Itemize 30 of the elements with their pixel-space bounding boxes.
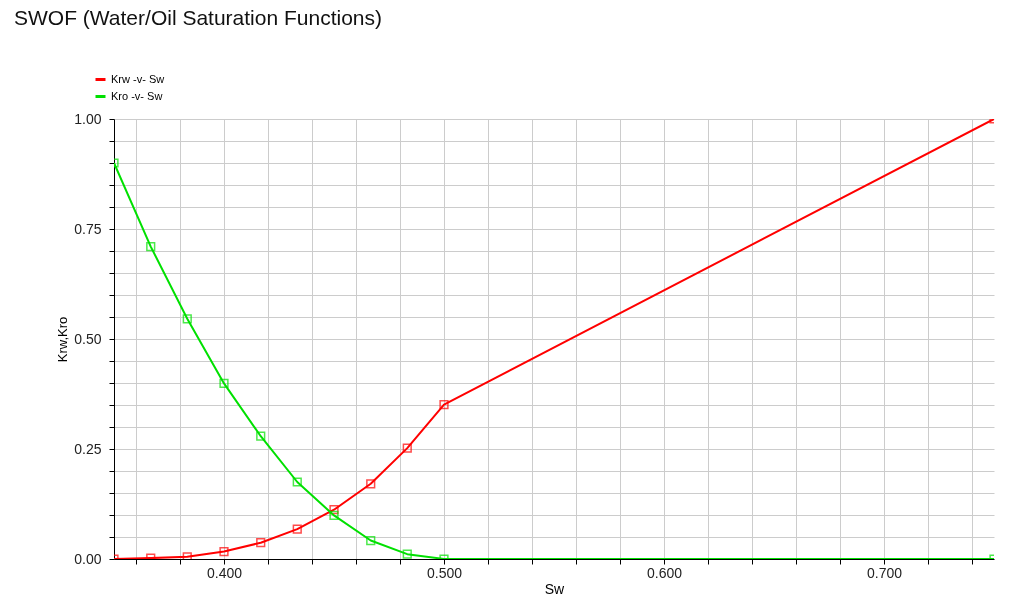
point — [182, 552, 192, 559]
point — [292, 524, 302, 534]
point — [439, 399, 449, 410]
chart-title: SWOF (Water/Oil Saturation Functions) — [14, 6, 382, 29]
point — [329, 510, 339, 521]
x-axis-title: Sw — [544, 580, 566, 597]
x-tick-label: 0.400 — [206, 564, 243, 581]
y-tick-label: 0.75 — [74, 220, 102, 237]
x-tick-label: 0.700 — [866, 564, 903, 581]
point — [256, 538, 266, 548]
y-axis-title: Krw,Kro — [55, 316, 71, 363]
point — [146, 241, 156, 252]
y-tick-label: 0.50 — [74, 330, 102, 347]
point — [219, 546, 229, 557]
x-tick-label: 0.500 — [426, 564, 463, 581]
y-tick-label: 0.25 — [74, 440, 102, 457]
point — [329, 505, 339, 515]
legend-label: Krw -v- Sw — [111, 72, 165, 85]
point — [256, 431, 266, 441]
y-tick-label: 0.00 — [74, 550, 102, 567]
point — [182, 314, 192, 324]
point — [219, 378, 229, 389]
point — [292, 477, 302, 487]
point — [402, 443, 412, 453]
x-tick-label: 0.600 — [646, 564, 683, 581]
legend-label: Kro -v- Sw — [111, 89, 163, 102]
point — [366, 535, 376, 546]
y-tick-label: 1.00 — [74, 110, 102, 127]
point — [402, 549, 412, 559]
point — [366, 479, 376, 489]
